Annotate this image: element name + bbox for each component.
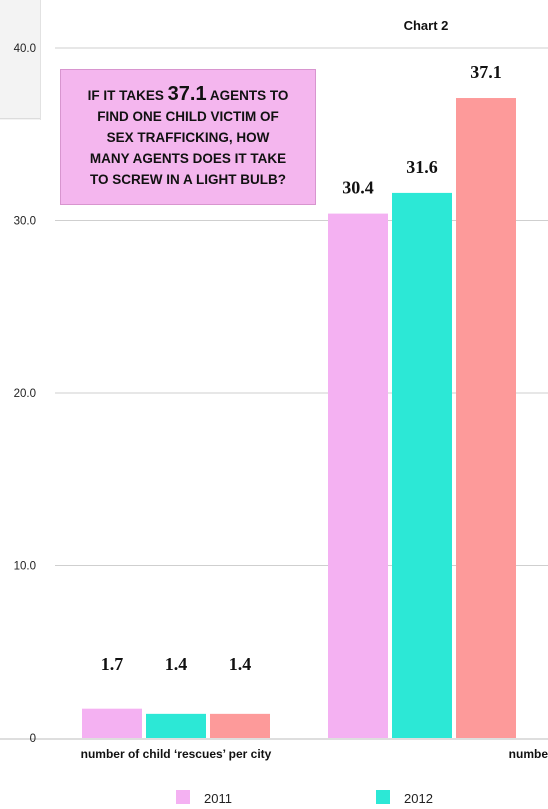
bar-2011-1	[328, 213, 388, 739]
callout-line-2: FIND ONE CHILD VICTIM OF	[97, 109, 279, 124]
data-label: 1.4	[165, 654, 188, 674]
bar-series2-0	[210, 713, 270, 738]
data-label: 1.7	[101, 654, 124, 674]
data-label: 37.1	[470, 62, 502, 82]
legend-swatch	[176, 790, 190, 804]
callout-line-3: SEX TRAFFICKING, HOW	[106, 130, 270, 145]
callout-line-4: MANY AGENTS DOES IT TAKE	[89, 151, 287, 166]
chart-title: Chart 2	[404, 18, 449, 33]
data-label: 1.4	[229, 654, 252, 674]
y-tick-label: 10.0	[14, 561, 36, 573]
y-tick-label: 20.0	[14, 388, 36, 400]
annotation-callout: IF IT TAKES 37.1 AGENTS TO FIND ONE CHIL…	[60, 69, 316, 205]
y-tick-label: 0	[30, 733, 36, 745]
callout-line-1: IF IT TAKES 37.1 AGENTS TO	[87, 83, 289, 105]
bar-2012-1	[392, 192, 452, 738]
background-panel-strip	[0, 0, 41, 120]
x-category-label: numbe	[509, 747, 548, 761]
bar-2011-0	[82, 708, 142, 738]
bar-series2-1	[456, 98, 516, 738]
callout-line-5: TO SCREW IN A LIGHT BULB?	[90, 172, 286, 187]
y-tick-label: 30.0	[14, 216, 36, 228]
legend-swatch	[376, 790, 390, 804]
x-category-label: number of child ‘rescues’ per city	[81, 747, 272, 761]
legend-label: 2011	[204, 791, 232, 806]
data-label: 30.4	[342, 178, 374, 198]
legend-label: 2012	[404, 791, 433, 806]
data-label: 31.6	[406, 157, 438, 177]
bar-2012-0	[146, 713, 206, 738]
y-tick-label: 40.0	[14, 43, 36, 55]
